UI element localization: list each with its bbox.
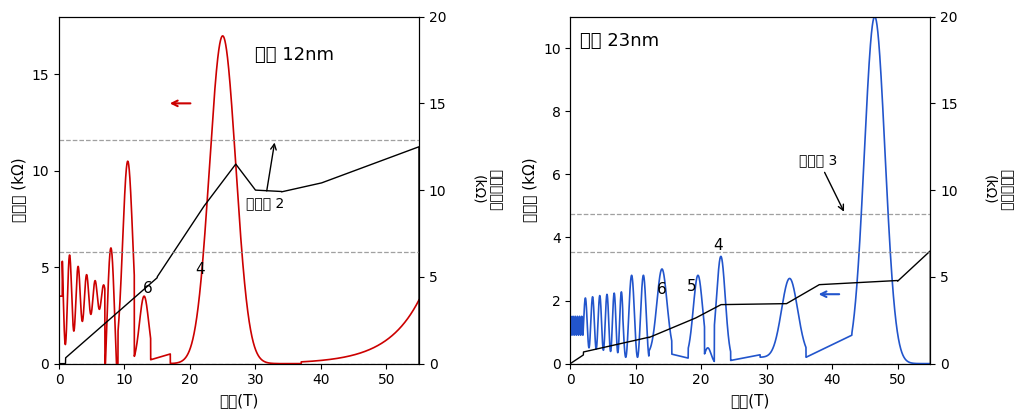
Text: 4: 4	[713, 238, 722, 253]
Y-axis label: 縦抵抗 (kΩ): 縦抵抗 (kΩ)	[11, 158, 26, 222]
Text: 6: 6	[657, 282, 667, 297]
Text: 占有率 3: 占有率 3	[800, 153, 844, 210]
Y-axis label: ホール抵抗
(kΩ): ホール抵抗 (kΩ)	[983, 169, 1013, 211]
Text: 4: 4	[195, 262, 205, 277]
Text: 膜厚 23nm: 膜厚 23nm	[581, 32, 659, 50]
Y-axis label: ホール抵抗
(kΩ): ホール抵抗 (kΩ)	[471, 169, 502, 211]
Text: 占有率 2: 占有率 2	[246, 144, 284, 210]
X-axis label: 磁場(T): 磁場(T)	[731, 393, 770, 408]
Text: 6: 6	[142, 281, 153, 296]
Text: 5: 5	[687, 279, 696, 294]
Y-axis label: 縦抵抗 (kΩ): 縦抵抗 (kΩ)	[522, 158, 538, 222]
Text: 膜厚 12nm: 膜厚 12nm	[255, 46, 335, 64]
X-axis label: 磁場(T): 磁場(T)	[219, 393, 259, 408]
